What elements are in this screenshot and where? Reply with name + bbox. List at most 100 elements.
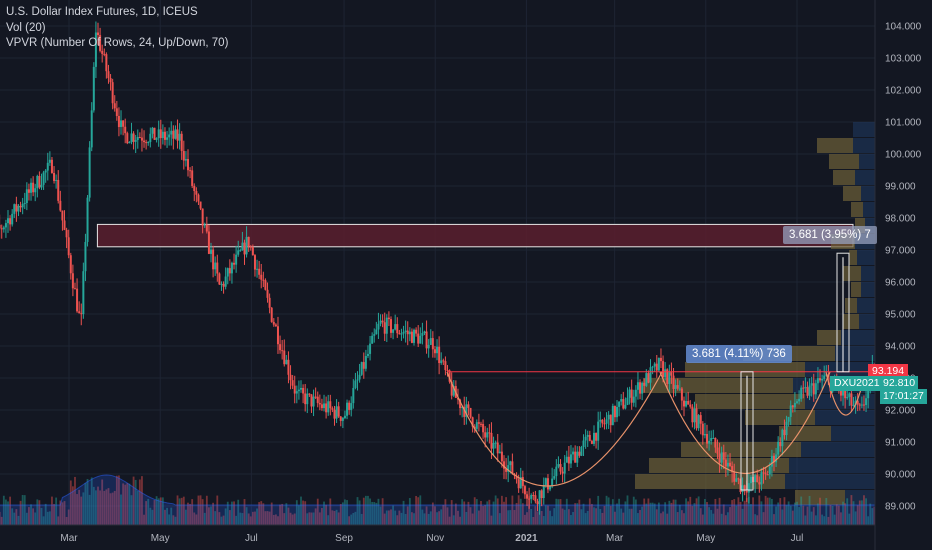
candle-body (647, 373, 650, 383)
candle-body (651, 366, 654, 368)
volume-bar (220, 516, 223, 525)
volume-bar (38, 500, 41, 525)
candle-body (685, 401, 688, 407)
volume-bar (161, 497, 164, 525)
candle-body (157, 129, 160, 139)
volume-bar (360, 513, 363, 525)
volume-bar (639, 510, 641, 525)
volume-bar (13, 512, 16, 525)
volume-bar (398, 510, 401, 525)
price-tick-label: 95.000 (885, 310, 916, 321)
candle-body (136, 137, 139, 141)
candle-body (308, 393, 311, 395)
candle-body (427, 344, 430, 349)
candle-body (459, 399, 462, 409)
volume-bar (30, 504, 32, 525)
candle-body (532, 495, 535, 497)
candle-body (147, 142, 150, 144)
candle-body (511, 461, 514, 474)
volume-bar (756, 515, 759, 525)
candle-body (592, 432, 595, 444)
volume-bar (634, 499, 637, 525)
candle-body (216, 262, 219, 274)
candle-body (7, 218, 10, 224)
candle-body (176, 129, 179, 141)
candle-body (316, 396, 319, 403)
volume-bar (588, 498, 591, 525)
volume-indicator-label[interactable]: Vol (20) (6, 22, 46, 34)
candle-body (777, 441, 780, 455)
candle-body (798, 398, 801, 402)
volume-bar (80, 496, 83, 525)
volume-bar (595, 508, 597, 525)
volume-bar (549, 510, 551, 525)
candle-body (149, 133, 152, 143)
volume-bar (833, 514, 836, 525)
volume-bar (264, 511, 267, 525)
volume-bar (515, 502, 518, 525)
volume-bar (71, 486, 74, 525)
candle-body (605, 419, 608, 424)
price-tick-label: 98.000 (885, 214, 916, 225)
candle-body (318, 402, 321, 405)
volume-bar (352, 512, 355, 525)
volume-bar (544, 505, 547, 525)
volume-bar (5, 499, 7, 525)
vpvr-indicator-label[interactable]: VPVR (Number Of Rows, 24, Up/Down, 70) (6, 37, 229, 49)
volume-bar (747, 496, 750, 525)
volume-bar (794, 502, 796, 525)
vp-row-up (745, 410, 815, 425)
volume-bar (377, 498, 380, 525)
volume-bar (501, 495, 503, 525)
volume-bar (402, 500, 405, 525)
candle-body (743, 485, 746, 491)
current-price-marker: 93.194 (868, 364, 909, 379)
candle-body (389, 319, 392, 333)
volume-bar (337, 512, 340, 525)
price-tick-label: 96.000 (885, 278, 916, 289)
volume-bar (628, 508, 631, 525)
candle-body (670, 372, 673, 376)
time-tick-label: 2021 (515, 533, 538, 544)
volume-bar (113, 490, 116, 525)
candle-body (117, 115, 120, 128)
candle-body (34, 188, 37, 193)
candle-body (48, 159, 51, 163)
candle-body (97, 32, 100, 36)
volume-bar (597, 495, 600, 525)
volume-bar (61, 502, 64, 525)
volume-bar (567, 509, 570, 525)
volume-bar (126, 483, 129, 525)
candle-body (839, 390, 842, 396)
candle-body (590, 440, 593, 444)
volume-bar (226, 501, 229, 525)
candle-body (446, 370, 449, 372)
candle-body (634, 389, 637, 397)
candle-body (23, 203, 26, 205)
volume-bar (291, 514, 294, 525)
candle-body (706, 433, 709, 444)
vp-row-down (785, 474, 875, 489)
candle-body (848, 393, 851, 397)
time-tick-label: Nov (426, 533, 444, 544)
volume-bar (570, 515, 572, 525)
candle-body (808, 385, 811, 396)
candle-body (32, 182, 35, 193)
candle-body (366, 353, 369, 357)
candle-body (140, 137, 143, 141)
volume-bar (344, 499, 346, 525)
candle-body (360, 362, 363, 375)
volume-bar (532, 516, 535, 525)
candle-body (641, 382, 644, 394)
candle-body (107, 71, 110, 79)
volume-bar (166, 507, 168, 525)
volume-bar (191, 499, 194, 525)
candle-body (159, 129, 162, 139)
candle-body (812, 383, 815, 395)
vp-row-up (829, 154, 859, 169)
candle-body (530, 495, 533, 499)
candle-body (852, 404, 855, 406)
candle-body (189, 170, 192, 172)
candle-body (325, 403, 328, 413)
